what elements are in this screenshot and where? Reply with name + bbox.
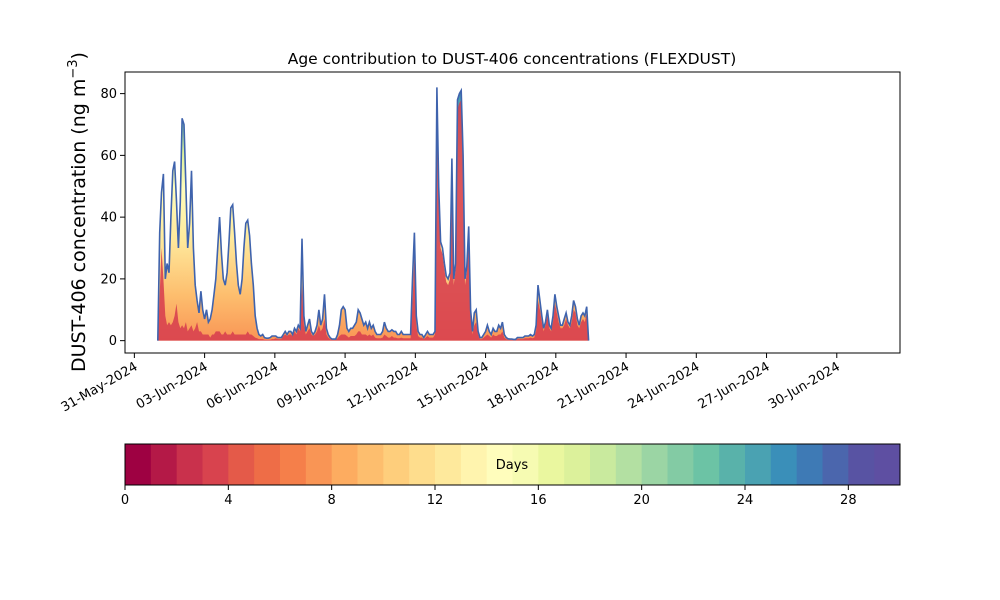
x-tick-label: 27-Jun-2024 — [696, 359, 773, 412]
colorbar-frame — [124, 443, 901, 486]
colorbar-swatch — [357, 444, 384, 485]
plot-area — [157, 87, 590, 341]
colorbar-tick-label: 16 — [530, 493, 547, 508]
x-axis: 31-May-202403-Jun-202406-Jun-202409-Jun-… — [59, 353, 843, 415]
colorbar-axis: 0 4 8 12 16 20 24 28 — [121, 485, 857, 508]
plot-frame — [124, 71, 901, 354]
x-tick-label: 03-Jun-2024 — [134, 359, 211, 412]
colorbar-swatch — [719, 444, 746, 485]
colorbar-swatch — [745, 444, 772, 485]
y-tick-label: 40 — [100, 211, 117, 226]
x-tick-label: 24-Jun-2024 — [625, 359, 702, 412]
colorbar — [125, 444, 901, 485]
colorbar-swatch — [280, 444, 307, 485]
colorbar-swatch — [693, 444, 720, 485]
colorbar-swatch — [228, 444, 255, 485]
colorbar-swatch — [331, 444, 358, 485]
colorbar-swatch — [254, 444, 281, 485]
colorbar-swatch — [409, 444, 436, 485]
y-axis-label: DUST-406 concentration (ng m−3) — [66, 52, 90, 372]
y-tick-label: 0 — [109, 334, 117, 349]
x-tick-label: 15-Jun-2024 — [415, 359, 492, 412]
colorbar-swatch — [125, 444, 152, 485]
colorbar-tick-label: 24 — [737, 493, 754, 508]
x-tick-label: 12-Jun-2024 — [344, 359, 421, 412]
colorbar-swatch — [641, 444, 668, 485]
x-tick-label: 06-Jun-2024 — [204, 359, 281, 412]
colorbar-swatch — [564, 444, 591, 485]
colorbar-swatch — [202, 444, 229, 485]
colorbar-swatch — [796, 444, 823, 485]
y-tick-label: 20 — [100, 272, 117, 287]
colorbar-label: Days — [496, 458, 529, 473]
colorbar-swatch — [305, 444, 333, 485]
colorbar-swatch — [822, 444, 849, 485]
colorbar-tick-label: 12 — [427, 493, 444, 508]
x-tick-label: 30-Jun-2024 — [766, 359, 843, 412]
colorbar-swatch — [667, 444, 694, 485]
total-concentration-line — [157, 87, 590, 341]
colorbar-tick-label: 4 — [224, 493, 232, 508]
colorbar-swatch — [848, 444, 875, 485]
colorbar-swatch — [590, 444, 617, 485]
colorbar-tick-label: 8 — [328, 493, 336, 508]
total-concentration-area — [157, 87, 589, 341]
colorbar-tick-label: 20 — [633, 493, 650, 508]
colorbar-swatch — [435, 444, 462, 485]
colorbar-swatch — [615, 444, 643, 485]
y-axis-label-close: ) — [68, 52, 90, 59]
y-tick-label: 80 — [100, 87, 117, 102]
y-axis-label-sup: −3 — [66, 59, 81, 78]
colorbar-swatch — [486, 444, 513, 485]
y-tick-label: 60 — [100, 149, 117, 164]
colorbar-swatch — [512, 444, 539, 485]
y-axis: 0 20 40 60 80 — [100, 87, 125, 349]
colorbar-swatch — [176, 444, 203, 485]
colorbar-swatch — [538, 444, 565, 485]
colorbar-swatch — [874, 444, 901, 485]
colorbar-tick-label: 0 — [121, 493, 129, 508]
x-tick-label: 18-Jun-2024 — [485, 359, 562, 412]
colorbar-swatch — [150, 444, 178, 485]
colorbar-swatch — [460, 444, 488, 485]
x-tick-label: 09-Jun-2024 — [274, 359, 351, 412]
colorbar-swatch — [383, 444, 410, 485]
chart-title: Age contribution to DUST-406 concentrati… — [288, 50, 737, 68]
y-axis-label-main: DUST-406 concentration (ng m — [68, 79, 90, 372]
x-tick-label: 21-Jun-2024 — [555, 359, 632, 412]
colorbar-tick-label: 28 — [840, 493, 857, 508]
colorbar-swatch — [770, 444, 798, 485]
